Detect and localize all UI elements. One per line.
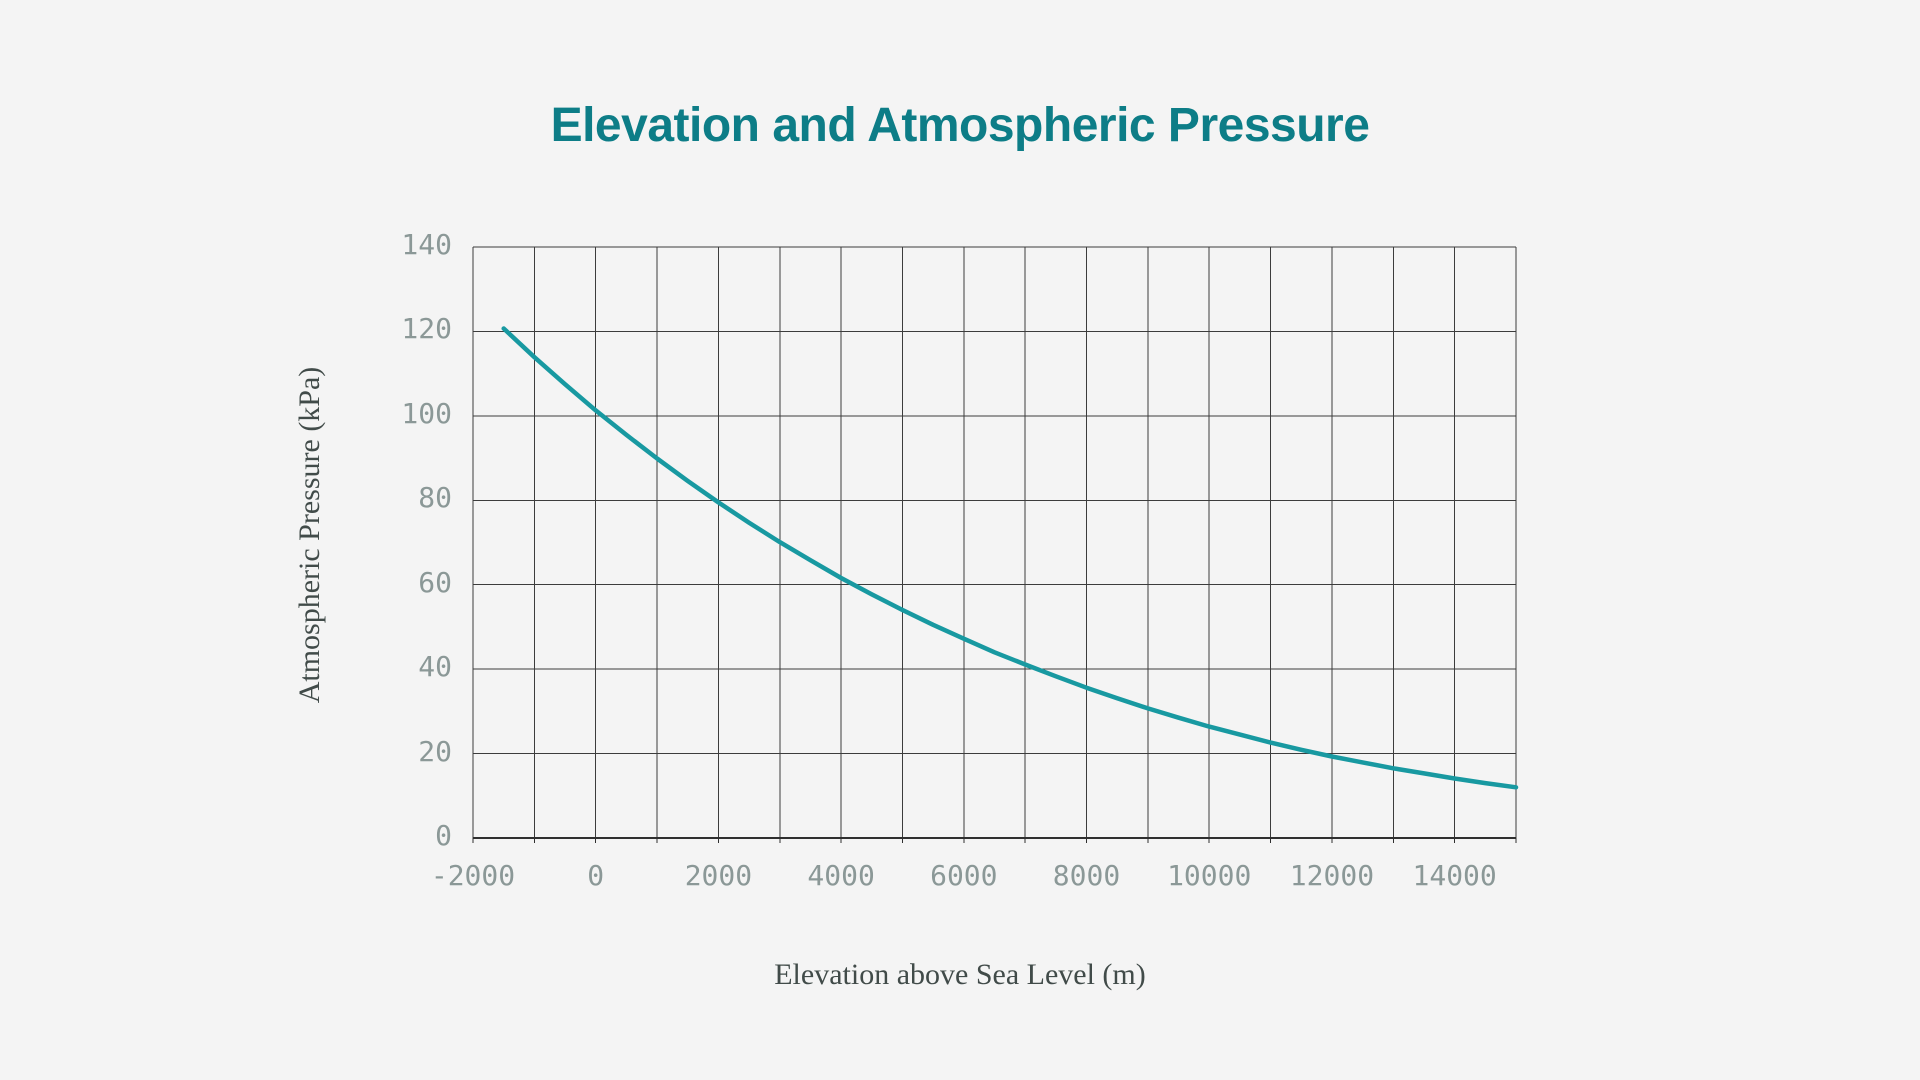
y-tick-label: 140 (401, 228, 452, 261)
chart-title: Elevation and Atmospheric Pressure (550, 99, 1370, 152)
x-tick-label: 10000 (1167, 859, 1252, 892)
x-tick-label: -2000 (430, 859, 516, 892)
x-tick-label: 8000 (1052, 859, 1121, 892)
x-tick-label: 2000 (684, 859, 753, 892)
x-tick-label: 14000 (1412, 859, 1497, 892)
x-tick-label: 4000 (807, 859, 875, 892)
y-tick-label: 40 (418, 650, 452, 684)
y-axis-title: Atmospheric Pressure (kPa) (293, 366, 326, 704)
x-tick-label: 6000 (930, 859, 998, 892)
y-tick-label: 0 (435, 819, 452, 852)
y-tick-label: 20 (418, 734, 452, 768)
y-tick-label: 120 (401, 312, 452, 346)
y-tick-label: 60 (418, 565, 452, 599)
x-axis-title: Elevation above Sea Level (m) (774, 958, 1146, 991)
x-tick-label: 0 (587, 859, 605, 892)
pressure-curve (501, 326, 1519, 790)
y-tick-label: 100 (401, 396, 452, 430)
x-tick-label: 12000 (1289, 859, 1375, 892)
y-tick-label: 80 (418, 481, 452, 515)
